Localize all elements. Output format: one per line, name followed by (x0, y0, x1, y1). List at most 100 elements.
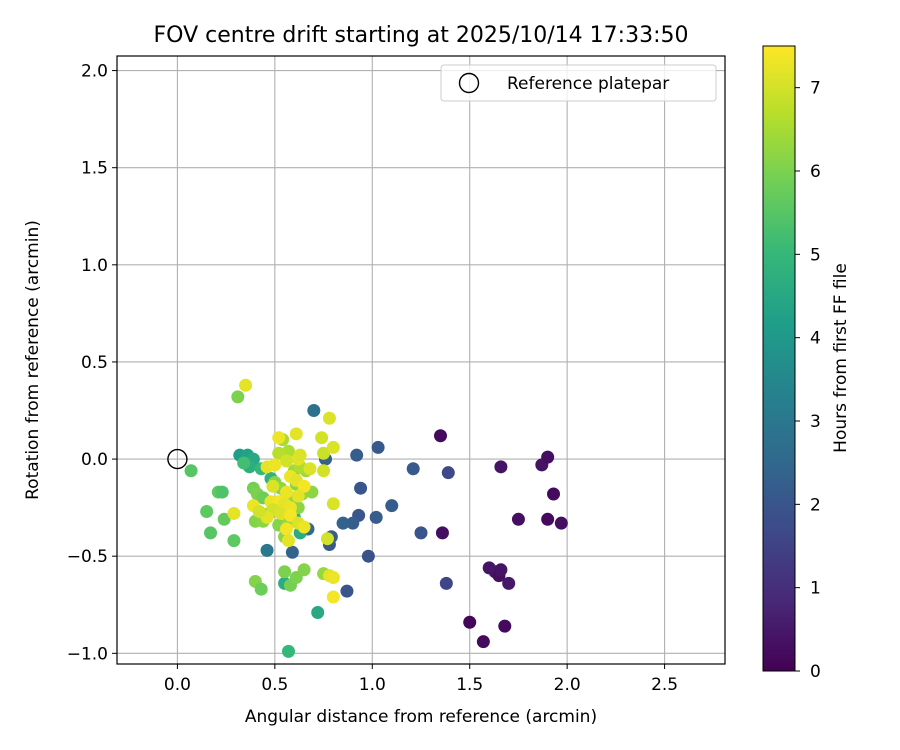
scatter-point (336, 516, 350, 530)
scatter-point (494, 563, 508, 577)
scatter-point (237, 456, 251, 470)
scatter-point (320, 532, 334, 546)
scatter-point (326, 590, 340, 604)
scatter-point (268, 458, 282, 472)
scatter-point (278, 565, 292, 579)
scatter-point (433, 429, 447, 443)
scatter-point (547, 487, 561, 501)
reference-point (167, 448, 188, 470)
colorbar-gradient (762, 45, 796, 672)
scatter-point (281, 644, 295, 658)
scatter-point (291, 489, 305, 503)
scatter-point (406, 462, 420, 476)
colorbar-tick-label: 6 (810, 162, 821, 182)
scatter-point (315, 431, 329, 445)
scatter-point (227, 534, 241, 548)
scatter-point (346, 516, 360, 530)
scatter-point (303, 462, 317, 476)
y-tick-label: 1.0 (81, 256, 108, 276)
scatter-point (227, 506, 241, 520)
y-tick-label: 1.5 (81, 159, 108, 179)
scatter-point (285, 545, 299, 559)
x-tick-label: 1.0 (359, 675, 386, 695)
scatter-point (317, 446, 331, 460)
legend-box (440, 64, 717, 102)
x-axis-label: Angular distance from reference (arcmin) (245, 707, 597, 727)
scatter-point (340, 584, 354, 598)
scatter-point (280, 485, 294, 499)
scatter-point (231, 390, 245, 404)
scatter-point (322, 411, 336, 425)
plot-frame (116, 55, 726, 665)
colorbar-tick-label: 3 (810, 412, 821, 432)
scatter-point (541, 512, 555, 526)
scatter-point (274, 506, 288, 520)
chart-title: FOV centre drift starting at 2025/10/14 … (154, 23, 689, 48)
scatter-point (414, 526, 428, 540)
y-tick-label: 0.0 (81, 450, 108, 470)
scatter-point (266, 479, 280, 493)
scatter-point (326, 571, 340, 585)
scatter-point (289, 427, 303, 441)
scatter-point (541, 450, 555, 464)
colorbar-tick-label: 0 (810, 662, 821, 682)
scatter-point (200, 505, 214, 519)
scatter-point (260, 543, 274, 557)
scatter-point (511, 512, 525, 526)
scatter-point (494, 460, 508, 474)
scatter-point (354, 481, 368, 495)
x-tick-label: 2.5 (651, 675, 678, 695)
y-axis-ticks: −1.0 −0.5 0.0 0.5 1.0 1.5 2.0 (67, 62, 117, 664)
scatter-point (204, 526, 218, 540)
y-tick-label: −1.0 (67, 644, 108, 664)
scatter-point (361, 549, 375, 563)
scatter-point (281, 534, 295, 548)
y-tick-label: 0.5 (81, 353, 108, 373)
scatter-point (385, 499, 399, 513)
x-axis-ticks: 0.0 0.5 1.0 1.5 2.0 2.5 (164, 664, 678, 695)
scatter-point (441, 466, 455, 480)
x-tick-label: 0.5 (261, 675, 288, 695)
scatter-point (297, 479, 311, 493)
legend-marker (458, 72, 480, 94)
scatter-point (326, 440, 340, 454)
scatter-point (280, 454, 294, 468)
scatter-point (280, 522, 294, 536)
scatter-point (307, 404, 321, 418)
scatter-point (297, 563, 311, 577)
scatter-point (215, 485, 229, 499)
scatter-point (350, 448, 364, 462)
legend-label: Reference platepar (507, 74, 669, 94)
scatter-points (184, 378, 568, 658)
scatter-point (476, 635, 490, 649)
scatter-point (252, 505, 266, 519)
scatter-point (293, 448, 307, 462)
y-axis-label: Rotation from reference (arcmin) (23, 220, 43, 500)
y-tick-label: 2.0 (81, 62, 108, 82)
scatter-point (311, 606, 325, 620)
scatter-point (272, 431, 286, 445)
colorbar-ticks: 0 1 2 3 4 5 6 7 (795, 79, 821, 682)
scatter-point (554, 516, 568, 530)
scatter-point (439, 576, 453, 590)
colorbar: 0 1 2 3 4 5 6 7 Hours from first FF file (762, 45, 851, 682)
scatter-point (297, 520, 311, 534)
scatter-point (239, 378, 253, 392)
scatter-point (498, 619, 512, 633)
legend: Reference platepar (440, 64, 717, 102)
scatter-point (463, 615, 477, 629)
colorbar-tick-label: 4 (810, 329, 821, 349)
reference-marker (167, 448, 188, 470)
scatter-point (254, 582, 268, 596)
colorbar-tick-label: 2 (810, 495, 821, 515)
grid-lines (117, 56, 725, 664)
colorbar-label: Hours from first FF file (831, 263, 851, 453)
scatter-point (371, 440, 385, 454)
scatter-point (502, 576, 516, 590)
scatter-point (184, 464, 198, 478)
scatter-point (435, 526, 449, 540)
y-tick-label: −0.5 (67, 547, 108, 567)
scatter-point (369, 510, 383, 524)
colorbar-tick-label: 7 (810, 79, 821, 99)
